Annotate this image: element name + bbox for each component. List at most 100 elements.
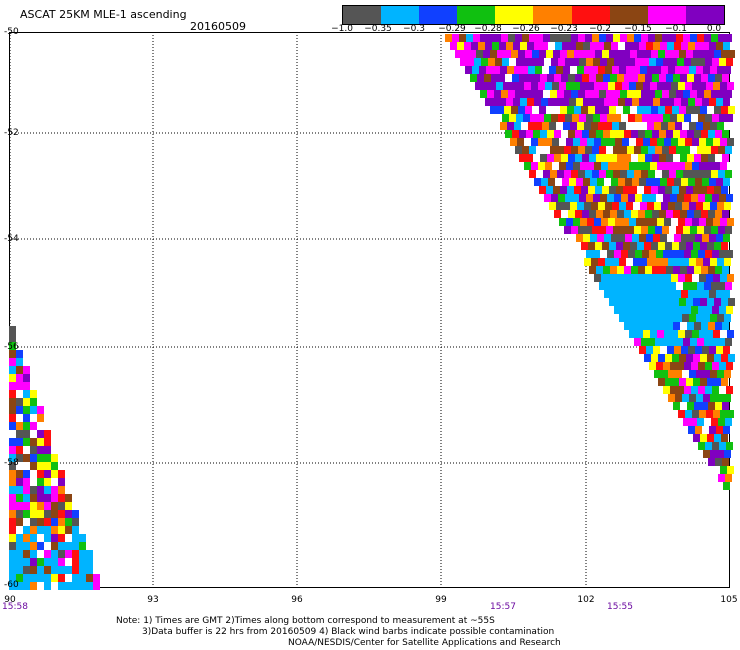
swath-cell xyxy=(693,50,700,58)
lat-label: -58 xyxy=(4,458,19,468)
swath-cell xyxy=(595,242,602,250)
swath-cell xyxy=(65,582,72,590)
swath-cell xyxy=(465,66,472,74)
swath-cell xyxy=(649,306,656,314)
swath-cell xyxy=(677,58,684,66)
swath-cell xyxy=(612,66,619,74)
swath-cell xyxy=(642,194,649,202)
swath-cell xyxy=(596,130,603,138)
swath-cell xyxy=(37,582,44,590)
swath-cell xyxy=(617,154,624,162)
swath-cell xyxy=(642,114,649,122)
swath-cell xyxy=(529,34,536,42)
swath-cell xyxy=(606,34,613,42)
swath-cell xyxy=(613,170,620,178)
swath-cell xyxy=(625,234,632,242)
swath-cell xyxy=(725,474,732,482)
swath-cell xyxy=(30,494,37,502)
swath-cell xyxy=(673,130,680,138)
swath-cell xyxy=(687,74,694,82)
swath-cell xyxy=(656,362,663,370)
swath-cell xyxy=(596,154,603,162)
swath-cell xyxy=(9,542,16,550)
swath-cell xyxy=(599,146,606,154)
swath-cell xyxy=(541,98,548,106)
swath-cell xyxy=(466,34,473,42)
swath-cell xyxy=(720,138,727,146)
swath-cell xyxy=(688,178,695,186)
swath-cell xyxy=(580,82,587,90)
swath-cell xyxy=(610,74,617,82)
swath-cell xyxy=(590,98,597,106)
swath-cell xyxy=(698,250,705,258)
swath-cell xyxy=(37,406,44,414)
swath-cell xyxy=(551,58,558,66)
swath-cell xyxy=(680,322,687,330)
swath-cell xyxy=(610,266,617,274)
swath-cell xyxy=(641,282,648,290)
swath-cell xyxy=(722,130,729,138)
swath-cell xyxy=(696,314,703,322)
swath-cell xyxy=(685,218,692,226)
swath-cell xyxy=(593,250,600,258)
swath-cell xyxy=(719,306,726,314)
swath-cell xyxy=(526,74,533,82)
swath-cell xyxy=(9,398,16,406)
swath-cell xyxy=(632,290,639,298)
swath-cell xyxy=(44,494,51,502)
swath-cell xyxy=(44,478,51,486)
swath-cell xyxy=(715,458,722,466)
swath-cell xyxy=(705,114,712,122)
swath-cell xyxy=(512,74,519,82)
swath-cell xyxy=(648,34,655,42)
swath-cell xyxy=(37,486,44,494)
swath-cell xyxy=(582,210,589,218)
swath-cell xyxy=(625,290,632,298)
swath-cell xyxy=(721,242,728,250)
legend-label: −0.28 xyxy=(474,24,502,34)
swath-cell xyxy=(661,202,668,210)
swath-cell xyxy=(535,122,542,130)
swath-cell xyxy=(723,98,730,106)
swath-cell xyxy=(589,130,596,138)
swath-cell xyxy=(517,138,524,146)
swath-cell xyxy=(585,170,592,178)
swath-cell xyxy=(641,34,648,42)
swath-cell xyxy=(509,114,516,122)
swath-cell xyxy=(515,90,522,98)
swath-cell xyxy=(715,266,722,274)
swath-cell xyxy=(727,466,734,474)
swath-cell xyxy=(689,258,696,266)
swath-cell xyxy=(663,194,670,202)
swath-cell xyxy=(723,482,730,490)
swath-cell xyxy=(692,274,699,282)
swath-cell xyxy=(548,98,555,106)
swath-cell xyxy=(528,122,535,130)
swath-cell xyxy=(485,42,492,50)
swath-cell xyxy=(655,226,662,234)
swath-cell xyxy=(51,526,58,534)
swath-cell xyxy=(664,218,671,226)
swath-cell xyxy=(675,394,682,402)
swath-cell xyxy=(677,114,684,122)
swath-cell xyxy=(711,34,718,42)
swath-cell xyxy=(672,186,679,194)
swath-cell xyxy=(644,298,651,306)
swath-cell xyxy=(688,426,695,434)
swath-cell xyxy=(704,34,711,42)
swath-cell xyxy=(23,422,30,430)
swath-cell xyxy=(653,178,660,186)
swath-cell xyxy=(622,82,629,90)
swath-cell xyxy=(712,442,719,450)
swath-cell xyxy=(604,178,611,186)
swath-cell xyxy=(726,194,733,202)
swath-cell xyxy=(72,542,79,550)
swath-cell xyxy=(608,218,615,226)
swath-cell xyxy=(725,226,732,234)
swath-cell xyxy=(593,114,600,122)
swath-cell xyxy=(533,154,540,162)
swath-cell xyxy=(718,170,725,178)
swath-cell xyxy=(653,290,660,298)
swath-cell xyxy=(690,170,697,178)
swath-cell xyxy=(536,90,543,98)
